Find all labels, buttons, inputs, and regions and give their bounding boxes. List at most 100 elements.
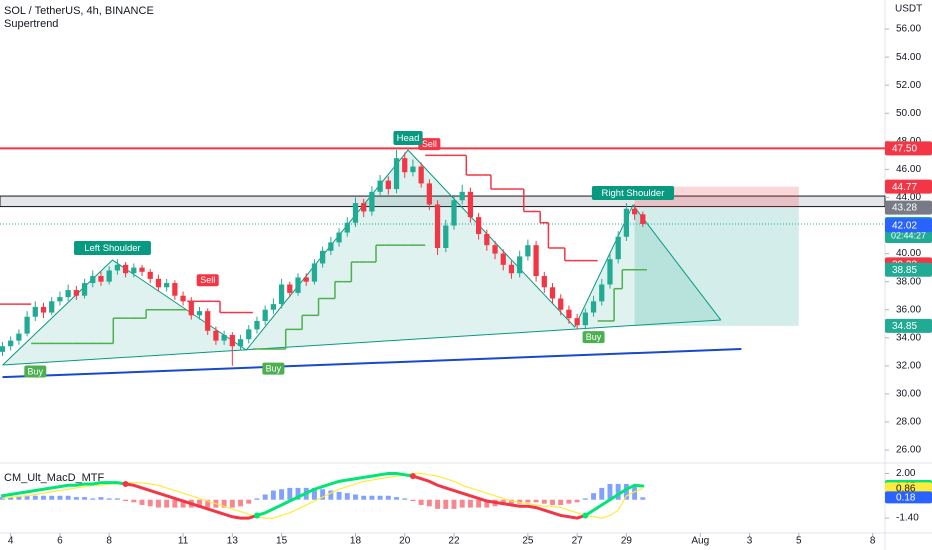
macd-line: [411, 474, 587, 520]
histogram-bar: [114, 498, 120, 500]
pattern-fill: [2, 150, 721, 366]
signal-label: Sell: [200, 275, 215, 285]
countdown: 02:44:27: [891, 230, 926, 240]
signal-box: [262, 362, 285, 375]
candle-body: [122, 264, 129, 274]
pattern-label: Left Shoulder: [84, 243, 141, 254]
candle-body: [418, 166, 424, 184]
x-tick-label: 5: [796, 536, 802, 547]
x-tick-label: 6: [57, 536, 63, 547]
price-badge: [885, 262, 932, 277]
candle-body: [205, 311, 211, 331]
candle-body: [574, 318, 580, 326]
y-tick-label: 32.00: [896, 361, 921, 372]
histogram-bar: [459, 499, 465, 508]
candle-body: [500, 253, 506, 265]
candle-body: [106, 270, 112, 282]
histogram-bar: [615, 483, 621, 500]
histogram-bar: [476, 499, 482, 508]
x-tick-label: 18: [350, 536, 362, 547]
price-badge: [885, 200, 932, 215]
macd-pane: [0, 471, 646, 520]
histogram-bar: [328, 490, 334, 500]
candle-body: [525, 245, 531, 257]
candle-body: [434, 204, 441, 248]
candle-body: [393, 158, 400, 190]
candle-body: [467, 191, 474, 218]
candle-body: [196, 311, 203, 316]
x-tick-label: 8: [106, 536, 112, 547]
macd-title: CM_Ult_MacD_MTF: [4, 472, 105, 484]
price-badge-label: 47.50: [892, 143, 917, 154]
histogram-bar: [229, 499, 235, 508]
candle-body: [443, 225, 449, 248]
candle-body: [631, 208, 638, 215]
signal: Sell: [418, 138, 441, 151]
histogram-bar: [418, 499, 424, 505]
macd-y-tick-label: -1.40: [896, 513, 919, 524]
y-tick-label: 46.00: [896, 164, 921, 175]
candle-body: [426, 183, 432, 205]
candle-body: [590, 301, 597, 313]
y-tick-label: 36.00: [896, 304, 921, 315]
histogram-bar: [254, 498, 260, 500]
x-tick-label: 11: [178, 536, 189, 547]
signal-label: Buy: [586, 332, 602, 342]
candle-body: [40, 306, 47, 313]
histogram-bar: [287, 487, 293, 500]
price-badge-label: 42.02: [892, 220, 917, 231]
histogram-bar: [623, 483, 629, 500]
candle-body: [410, 166, 416, 173]
histogram-bar: [582, 498, 588, 500]
histogram-bar: [147, 499, 153, 507]
candle-body: [188, 301, 194, 316]
candle-body: [49, 301, 55, 313]
histogram-bar: [164, 499, 170, 508]
candle-body: [16, 333, 22, 341]
candle-body: [114, 264, 121, 271]
histogram-bar: [385, 495, 391, 500]
histogram-bar: [106, 498, 112, 500]
histogram-bar: [566, 499, 572, 504]
candle-body: [402, 158, 408, 173]
candle-body: [541, 276, 547, 288]
candle-body: [213, 330, 219, 341]
candle-body: [65, 290, 71, 298]
histogram-bar: [484, 499, 490, 508]
candle-body: [278, 284, 285, 305]
histogram-bar: [41, 495, 46, 500]
candle-body: [254, 320, 260, 330]
x-tick-label: 29: [621, 536, 633, 547]
histogram-bar: [270, 490, 276, 500]
histogram-bar: [591, 493, 597, 500]
histogram-bar: [205, 499, 211, 508]
signal: Sell: [196, 274, 219, 287]
neckline: [2, 319, 721, 366]
candle-body: [24, 316, 30, 334]
histogram-bar: [435, 499, 441, 509]
pattern-label-box: [591, 186, 675, 201]
histogram-bar: [361, 495, 367, 500]
candle-body: [451, 200, 457, 226]
histogram-bar: [32, 495, 38, 500]
histogram-bar: [65, 495, 71, 500]
histogram-bar: [73, 497, 79, 500]
candle-body: [369, 191, 375, 212]
candle-body: [229, 334, 235, 347]
signal-box: [196, 274, 219, 287]
price-badge-label: 44.77: [892, 182, 917, 193]
y-tick-label: 26.00: [896, 445, 921, 456]
x-tick-label: 4: [8, 536, 14, 547]
histogram-bar: [353, 494, 358, 500]
price-axis: 26.00 28.00 30.00 32.00 34.00 36.00 38.00 40.00…: [885, 24, 932, 524]
candle-body: [640, 214, 646, 224]
candle-body: [237, 339, 244, 347]
macd-badge-label: 0.18: [896, 493, 916, 504]
candle-body: [32, 306, 38, 317]
histogram-bar: [558, 499, 564, 505]
histogram-bar: [57, 495, 63, 500]
candle-body: [221, 334, 227, 341]
chart-title: SOL / TetherUS, 4h, BINANCE: [4, 5, 154, 17]
candle-body: [352, 203, 359, 223]
